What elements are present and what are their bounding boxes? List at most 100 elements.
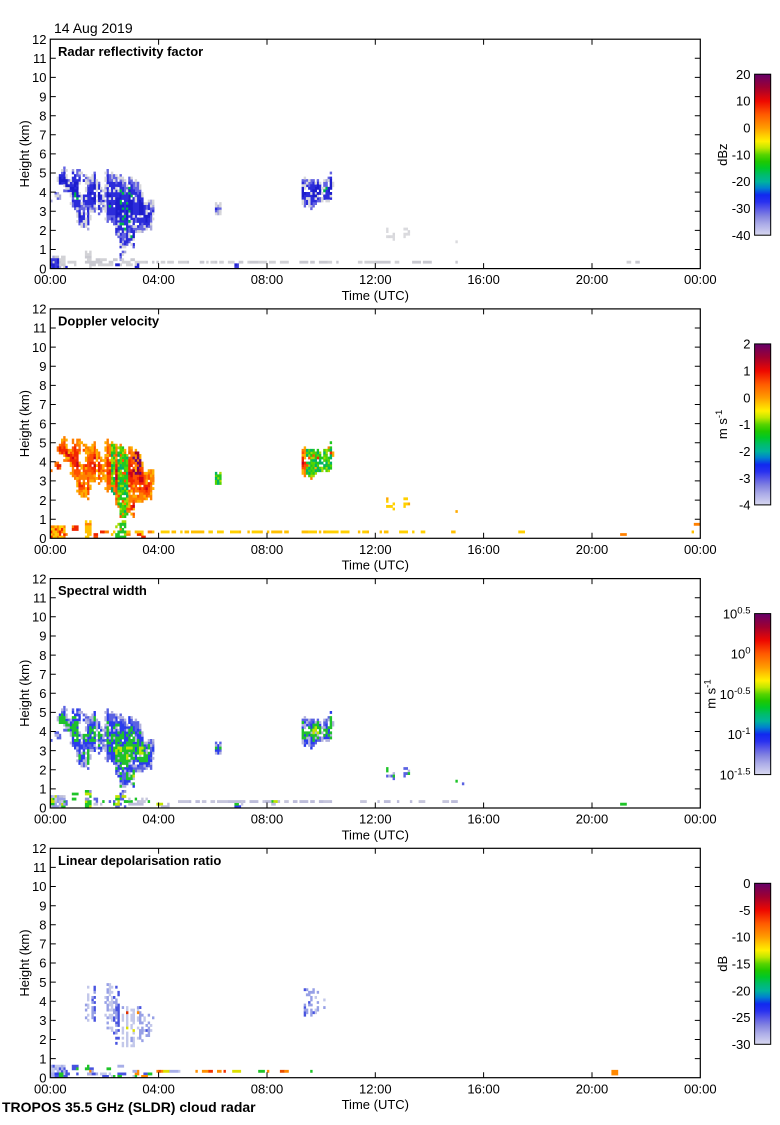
svg-text:16:00: 16:00 <box>467 812 500 827</box>
svg-text:3: 3 <box>39 204 46 219</box>
svg-text:9: 9 <box>39 359 46 374</box>
svg-text:0: 0 <box>743 876 750 891</box>
svg-text:Time (UTC): Time (UTC) <box>342 1097 409 1112</box>
svg-text:Height (km): Height (km) <box>17 660 32 727</box>
svg-text:4: 4 <box>39 724 46 739</box>
svg-text:20: 20 <box>736 67 750 82</box>
svg-text:Height (km): Height (km) <box>17 120 32 187</box>
svg-text:20:00: 20:00 <box>576 812 609 827</box>
svg-text:14 Aug 2019: 14 Aug 2019 <box>54 20 133 36</box>
svg-text:0: 0 <box>39 1070 46 1085</box>
svg-text:-10: -10 <box>732 147 751 162</box>
svg-text:20:00: 20:00 <box>576 1081 609 1096</box>
svg-text:6: 6 <box>39 147 46 162</box>
svg-text:16:00: 16:00 <box>467 272 500 287</box>
svg-text:-25: -25 <box>732 1010 751 1025</box>
svg-text:-30: -30 <box>732 1037 751 1052</box>
svg-text:00:00: 00:00 <box>684 542 717 557</box>
svg-text:8: 8 <box>39 648 46 663</box>
svg-text:8: 8 <box>39 378 46 393</box>
svg-text:-4: -4 <box>739 498 751 513</box>
svg-text:3: 3 <box>39 474 46 489</box>
svg-text:5: 5 <box>39 705 46 720</box>
svg-text:11: 11 <box>33 860 47 875</box>
svg-text:12: 12 <box>32 571 46 586</box>
svg-text:00:00: 00:00 <box>34 272 67 287</box>
svg-text:04:00: 04:00 <box>142 1081 175 1096</box>
svg-text:-2: -2 <box>739 444 751 459</box>
svg-text:08:00: 08:00 <box>251 1081 284 1096</box>
svg-text:6: 6 <box>39 956 46 971</box>
svg-text:Time (UTC): Time (UTC) <box>342 288 409 303</box>
svg-text:20:00: 20:00 <box>576 272 609 287</box>
svg-text:-5: -5 <box>739 903 751 918</box>
svg-text:00:00: 00:00 <box>34 812 67 827</box>
svg-text:10: 10 <box>32 610 46 625</box>
svg-text:12:00: 12:00 <box>359 272 392 287</box>
svg-text:1: 1 <box>39 512 46 527</box>
svg-text:3: 3 <box>39 1013 46 1028</box>
svg-text:0: 0 <box>39 261 46 276</box>
svg-text:0: 0 <box>39 801 46 816</box>
svg-text:8: 8 <box>39 108 46 123</box>
svg-text:6: 6 <box>39 686 46 701</box>
svg-text:6: 6 <box>39 416 46 431</box>
svg-text:00:00: 00:00 <box>34 1081 67 1096</box>
svg-text:7: 7 <box>39 397 46 412</box>
svg-text:2: 2 <box>39 493 46 508</box>
svg-text:2: 2 <box>39 1032 46 1047</box>
svg-text:1: 1 <box>39 1051 46 1066</box>
svg-text:08:00: 08:00 <box>251 812 284 827</box>
svg-text:08:00: 08:00 <box>251 272 284 287</box>
svg-text:-10: -10 <box>732 930 751 945</box>
svg-text:00:00: 00:00 <box>684 1081 717 1096</box>
svg-text:1: 1 <box>39 782 46 797</box>
svg-text:0: 0 <box>743 390 750 405</box>
svg-text:-3: -3 <box>739 471 751 486</box>
svg-text:-40: -40 <box>732 228 751 243</box>
svg-text:5: 5 <box>39 435 46 450</box>
svg-text:20:00: 20:00 <box>576 542 609 557</box>
svg-text:-30: -30 <box>732 201 751 216</box>
svg-text:4: 4 <box>39 185 46 200</box>
svg-text:00:00: 00:00 <box>684 812 717 827</box>
svg-text:4: 4 <box>39 994 46 1009</box>
svg-text:12:00: 12:00 <box>359 1081 392 1096</box>
svg-text:TROPOS 35.5 GHz (SLDR) cloud r: TROPOS 35.5 GHz (SLDR) cloud radar <box>2 1099 256 1115</box>
svg-text:11: 11 <box>33 321 47 336</box>
svg-text:12: 12 <box>32 302 46 317</box>
svg-text:4: 4 <box>39 455 46 470</box>
svg-text:16:00: 16:00 <box>467 1081 500 1096</box>
svg-text:Height (km): Height (km) <box>17 390 32 457</box>
svg-text:10: 10 <box>32 70 46 85</box>
svg-text:2: 2 <box>39 763 46 778</box>
svg-text:10: 10 <box>736 94 750 109</box>
svg-text:dB: dB <box>715 956 730 972</box>
svg-text:Time (UTC): Time (UTC) <box>342 558 409 573</box>
svg-text:Linear depolarisation ratio: Linear depolarisation ratio <box>58 853 221 868</box>
svg-text:04:00: 04:00 <box>142 272 175 287</box>
svg-text:7: 7 <box>39 667 46 682</box>
svg-text:3: 3 <box>39 743 46 758</box>
svg-text:00:00: 00:00 <box>34 542 67 557</box>
svg-text:0: 0 <box>39 531 46 546</box>
svg-text:-1: -1 <box>739 417 751 432</box>
svg-text:-15: -15 <box>732 957 751 972</box>
svg-text:12: 12 <box>32 841 46 856</box>
svg-text:Doppler velocity: Doppler velocity <box>58 314 160 329</box>
svg-text:7: 7 <box>39 937 46 952</box>
svg-text:5: 5 <box>39 975 46 990</box>
svg-text:5: 5 <box>39 166 46 181</box>
svg-text:12:00: 12:00 <box>359 542 392 557</box>
svg-text:10: 10 <box>32 340 46 355</box>
svg-text:04:00: 04:00 <box>142 812 175 827</box>
svg-text:04:00: 04:00 <box>142 542 175 557</box>
svg-text:12:00: 12:00 <box>359 812 392 827</box>
svg-text:1: 1 <box>39 242 46 257</box>
svg-text:2: 2 <box>39 223 46 238</box>
svg-text:-20: -20 <box>732 174 751 189</box>
svg-text:Time (UTC): Time (UTC) <box>342 827 409 842</box>
svg-text:11: 11 <box>33 590 47 605</box>
svg-text:2: 2 <box>743 337 750 352</box>
svg-text:Height (km): Height (km) <box>17 929 32 996</box>
